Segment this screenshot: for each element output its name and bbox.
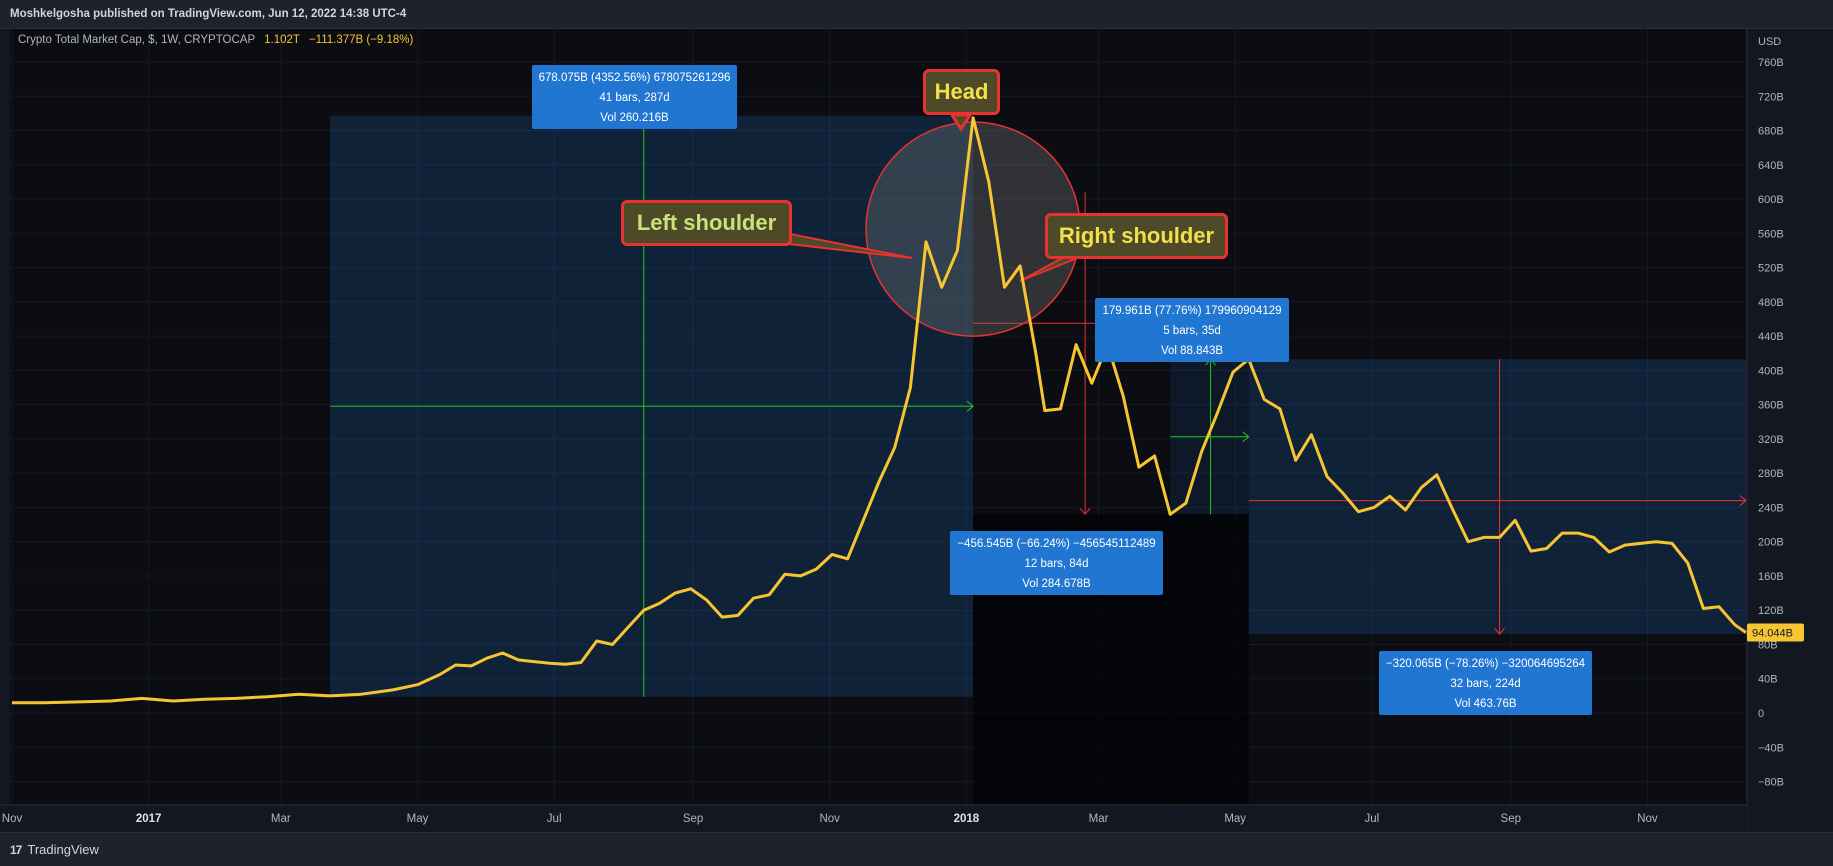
x-axis-panel bbox=[0, 805, 1747, 832]
published-header: Moshkelgosha published on TradingView.co… bbox=[0, 0, 1833, 29]
x-tick-label: Jul bbox=[547, 813, 562, 825]
right-shoulder-callout[interactable]: Right shoulder bbox=[1045, 213, 1228, 259]
x-tick-label: May bbox=[407, 813, 429, 825]
x-tick-label: Nov bbox=[2, 813, 23, 825]
x-tick-label: Jul bbox=[1365, 813, 1380, 825]
published-text: Moshkelgosha published on TradingView.co… bbox=[10, 8, 407, 20]
x-tick-label: 2018 bbox=[954, 813, 980, 825]
infobox-2-line3: Vol 88.843B bbox=[1160, 345, 1224, 357]
measure-infobox-4[interactable]: −320.065B (−78.26%) −320064695264 32 bar… bbox=[1379, 651, 1592, 715]
y-axis-unit-label: USD bbox=[1758, 36, 1781, 48]
x-tick-label: May bbox=[1224, 813, 1246, 825]
legend-value: 1.102T bbox=[264, 34, 300, 46]
y-tick-label: 80B bbox=[1758, 639, 1778, 651]
tradingview-logo-icon[interactable]: 17 bbox=[10, 842, 22, 857]
y-tick-label: 440B bbox=[1758, 331, 1784, 343]
infobox-4-line1: −320.065B (−78.26%) −320064695264 bbox=[1385, 658, 1586, 670]
measure-1-arrowhead-right bbox=[966, 400, 974, 412]
y-tick-label: 680B bbox=[1758, 126, 1784, 138]
y-tick-label: 520B bbox=[1758, 263, 1784, 275]
measure-box-3-shade-ext bbox=[1170, 514, 1249, 805]
y-tick-label: 0 bbox=[1758, 708, 1764, 720]
chart-svg[interactable]: USD 760B 720B 680B 640B 600B 560B 520B 480B 440B 4… bbox=[0, 0, 1833, 832]
measure-infobox-2[interactable]: 179.961B (77.76%) 179960904129 5 bars, 3… bbox=[1095, 298, 1289, 362]
y-tick-label: 640B bbox=[1758, 160, 1784, 172]
y-tick-label: 560B bbox=[1758, 228, 1784, 240]
infobox-1-line2: 41 bars, 287d bbox=[599, 92, 670, 104]
last-price-badge bbox=[1747, 623, 1804, 642]
y-tick-label: 240B bbox=[1758, 502, 1784, 514]
x-tick-label: Mar bbox=[271, 813, 291, 825]
y-tick-label: 280B bbox=[1758, 468, 1784, 480]
infobox-1-line1: 678.075B (4352.56%) 678075261296 bbox=[538, 72, 731, 84]
y-tick-label: 600B bbox=[1758, 194, 1784, 206]
y-tick-label: 360B bbox=[1758, 400, 1784, 412]
left-shoulder-label: Left shoulder bbox=[636, 210, 777, 235]
x-tick-label: Sep bbox=[683, 813, 703, 825]
x-tick-label: 2017 bbox=[136, 813, 162, 825]
measure-2-arrowhead-right bbox=[1242, 431, 1250, 443]
y-tick-label: 40B bbox=[1758, 674, 1778, 686]
y-tick-label: −40B bbox=[1758, 742, 1784, 754]
y-tick-label: 200B bbox=[1758, 537, 1784, 549]
measure-3-arrowhead-down bbox=[1079, 507, 1091, 516]
infobox-3-line1: −456.545B (−66.24%) −456545112489 bbox=[957, 538, 1156, 550]
measure-infobox-3[interactable]: −456.545B (−66.24%) −456545112489 12 bar… bbox=[950, 531, 1163, 595]
left-shoulder-callout[interactable]: Left shoulder bbox=[621, 200, 792, 246]
infobox-4-line2: 32 bars, 224d bbox=[1450, 678, 1521, 690]
legend-change: −111.377B (−9.18%) bbox=[308, 34, 414, 46]
head-callout-label: Head bbox=[934, 79, 989, 104]
right-shoulder-label: Right shoulder bbox=[1058, 223, 1215, 248]
infobox-2-line2: 5 bars, 35d bbox=[1163, 325, 1221, 337]
chart-legend: Crypto Total Market Cap, $, 1W, CRYPTOCA… bbox=[18, 34, 413, 46]
infobox-4-line3: Vol 463.76B bbox=[1454, 698, 1517, 710]
infobox-3-line2: 12 bars, 84d bbox=[1024, 558, 1089, 570]
measure-4-arrowhead-down bbox=[1494, 627, 1505, 635]
footer-bar: 17 TradingView bbox=[0, 832, 1833, 866]
y-tick-label: 320B bbox=[1758, 434, 1784, 446]
x-tick-label: Mar bbox=[1089, 813, 1109, 825]
last-price-label: 94.044B bbox=[1752, 627, 1793, 639]
x-tick-label: Nov bbox=[819, 813, 840, 825]
x-tick-label: Sep bbox=[1501, 813, 1521, 825]
infobox-1-line3: Vol 260.216B bbox=[600, 112, 669, 124]
y-axis-panel bbox=[1747, 29, 1833, 832]
y-tick-label: 720B bbox=[1758, 91, 1784, 103]
x-tick-label: Nov bbox=[1637, 813, 1658, 825]
infobox-2-line1: 179.961B (77.76%) 179960904129 bbox=[1102, 305, 1282, 317]
y-tick-label: 760B bbox=[1758, 57, 1784, 69]
head-callout[interactable]: Head bbox=[923, 69, 1000, 115]
measure-box-4 bbox=[1248, 359, 1746, 635]
y-tick-label: 400B bbox=[1758, 365, 1784, 377]
y-tick-label: −80B bbox=[1758, 777, 1784, 789]
y-tick-label: 120B bbox=[1758, 605, 1784, 617]
infobox-3-line3: Vol 284.678B bbox=[1022, 578, 1091, 590]
measure-infobox-1[interactable]: 678.075B (4352.56%) 678075261296 41 bars… bbox=[532, 65, 737, 129]
footer-brand[interactable]: TradingView bbox=[27, 842, 99, 857]
measure-4-arrowhead-right bbox=[1739, 495, 1747, 506]
y-tick-label: 480B bbox=[1758, 297, 1784, 309]
y-tick-label: 160B bbox=[1758, 571, 1784, 583]
head-callout-pointer bbox=[949, 113, 973, 132]
legend-symbol: Crypto Total Market Cap, $, 1W, CRYPTOCA… bbox=[18, 34, 255, 46]
